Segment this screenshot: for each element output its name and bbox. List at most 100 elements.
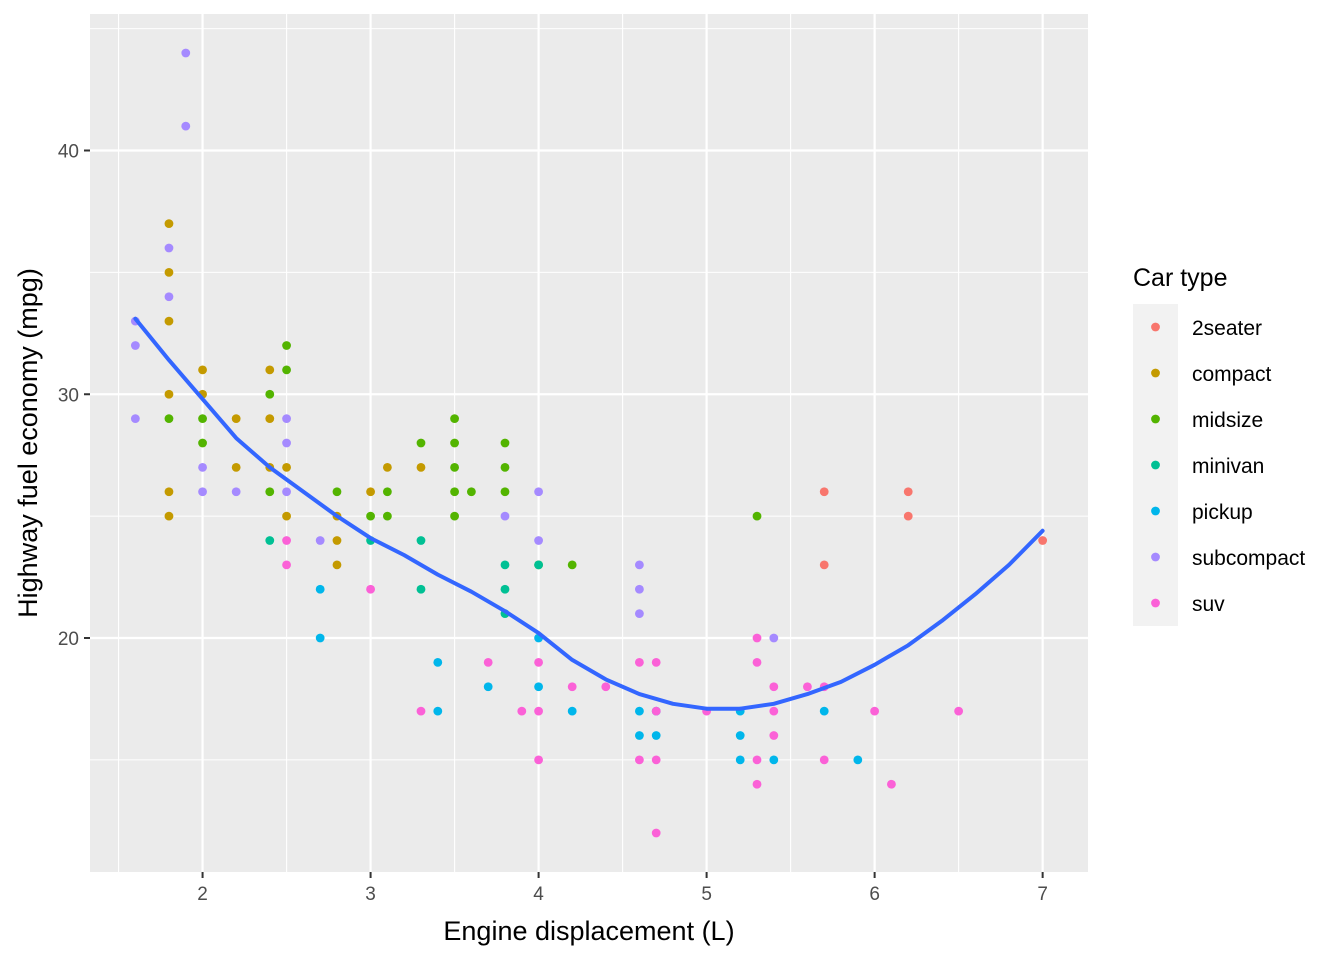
data-point-suv xyxy=(651,706,661,716)
data-point-midsize xyxy=(332,487,342,497)
data-point-suv xyxy=(803,682,812,692)
legend-label-midsize: midsize xyxy=(1192,409,1263,432)
legend-key-compact xyxy=(1151,368,1160,378)
data-point-midsize xyxy=(450,438,459,448)
data-point-compact xyxy=(416,462,426,472)
data-point-2seater xyxy=(819,487,829,497)
data-point-midsize xyxy=(450,462,459,472)
data-point-midsize xyxy=(164,414,174,424)
legend-key-suv xyxy=(1151,598,1160,608)
data-point-midsize xyxy=(198,414,207,424)
data-point-subcompact xyxy=(500,511,510,521)
data-point-compact xyxy=(265,365,275,375)
data-point-subcompact xyxy=(282,414,291,424)
data-point-2seater xyxy=(1038,536,1048,545)
data-point-suv xyxy=(769,731,779,740)
data-point-subcompact xyxy=(635,560,644,570)
data-point-midsize xyxy=(265,487,275,497)
data-point-suv xyxy=(601,682,611,692)
data-point-midsize xyxy=(450,511,459,521)
data-point-pickup xyxy=(433,706,443,716)
data-point-pickup xyxy=(433,657,443,667)
data-point-compact xyxy=(164,511,174,521)
data-point-midsize xyxy=(567,560,577,570)
data-point-suv xyxy=(567,682,577,692)
data-point-pickup xyxy=(635,731,644,740)
legend-label-2seater: 2seater xyxy=(1192,317,1262,340)
data-point-compact xyxy=(164,316,174,326)
data-point-compact xyxy=(164,487,174,497)
data-point-pickup xyxy=(853,755,863,765)
data-point-suv xyxy=(635,657,644,667)
data-point-suv xyxy=(517,706,527,716)
data-point-subcompact xyxy=(198,487,207,497)
data-point-pickup xyxy=(315,584,325,594)
data-point-minivan xyxy=(500,584,510,594)
data-point-compact xyxy=(282,462,291,472)
y-axis: 20 30 40 xyxy=(58,142,90,650)
data-point-subcompact xyxy=(282,438,291,448)
x-tick-label: 2 xyxy=(197,884,208,905)
legend-key-midsize xyxy=(1151,414,1160,424)
data-point-subcompact xyxy=(635,584,644,594)
data-point-pickup xyxy=(819,706,829,716)
data-point-midsize xyxy=(416,438,426,448)
y-tick-label: 30 xyxy=(58,385,79,406)
data-point-suv xyxy=(534,706,543,716)
legend-key-2seater xyxy=(1151,322,1160,332)
data-point-subcompact xyxy=(534,487,543,497)
x-tick-label: 7 xyxy=(1037,884,1048,905)
data-point-pickup xyxy=(315,633,325,643)
data-point-subcompact xyxy=(635,609,644,619)
data-point-suv xyxy=(870,706,880,716)
data-point-midsize xyxy=(466,487,476,497)
data-point-suv xyxy=(534,755,543,765)
data-point-compact xyxy=(332,560,342,570)
data-point-midsize xyxy=(450,487,459,497)
data-point-suv xyxy=(752,755,762,765)
data-point-compact xyxy=(231,414,241,424)
data-point-subcompact xyxy=(769,633,779,643)
x-tick-label: 4 xyxy=(533,884,544,905)
data-point-suv xyxy=(366,584,375,594)
data-point-compact xyxy=(164,219,174,229)
data-point-midsize xyxy=(265,389,275,399)
data-point-compact xyxy=(198,365,207,375)
x-tick-label: 6 xyxy=(869,884,880,905)
data-point-compact xyxy=(265,414,275,424)
data-point-midsize xyxy=(500,487,510,497)
data-point-minivan xyxy=(534,560,543,570)
data-point-pickup xyxy=(735,755,745,765)
data-point-suv xyxy=(282,536,291,545)
data-point-suv xyxy=(282,560,291,570)
data-point-subcompact xyxy=(164,243,174,253)
legend-items: 2seater compact midsize minivan pickup subcom… xyxy=(1133,304,1305,626)
data-point-pickup xyxy=(483,682,493,692)
legend-key-pickup xyxy=(1151,506,1160,516)
data-point-subcompact xyxy=(130,414,140,424)
data-point-compact xyxy=(164,389,174,399)
data-point-compact xyxy=(332,536,342,545)
data-point-midsize xyxy=(198,438,207,448)
data-point-minivan xyxy=(416,536,426,545)
data-point-minivan xyxy=(416,584,426,594)
data-point-suv xyxy=(483,657,493,667)
data-point-midsize xyxy=(752,511,762,521)
data-point-pickup xyxy=(635,706,644,716)
data-point-subcompact xyxy=(282,487,291,497)
data-point-subcompact xyxy=(198,462,207,472)
data-point-suv xyxy=(416,706,426,716)
data-point-suv xyxy=(752,633,762,643)
data-point-midsize xyxy=(382,487,392,497)
data-point-minivan xyxy=(500,560,510,570)
data-point-compact xyxy=(164,267,174,277)
legend-label-compact: compact xyxy=(1192,363,1272,386)
legend-label-suv: suv xyxy=(1192,593,1225,616)
data-point-suv xyxy=(769,682,779,692)
data-point-pickup xyxy=(769,755,779,765)
data-point-midsize xyxy=(500,462,510,472)
legend-key-subcompact xyxy=(1151,552,1160,562)
legend-label-pickup: pickup xyxy=(1192,501,1253,524)
legend: Car type 2seater compact midsize minivan pic… xyxy=(1133,264,1305,626)
legend-key-minivan xyxy=(1151,460,1160,470)
